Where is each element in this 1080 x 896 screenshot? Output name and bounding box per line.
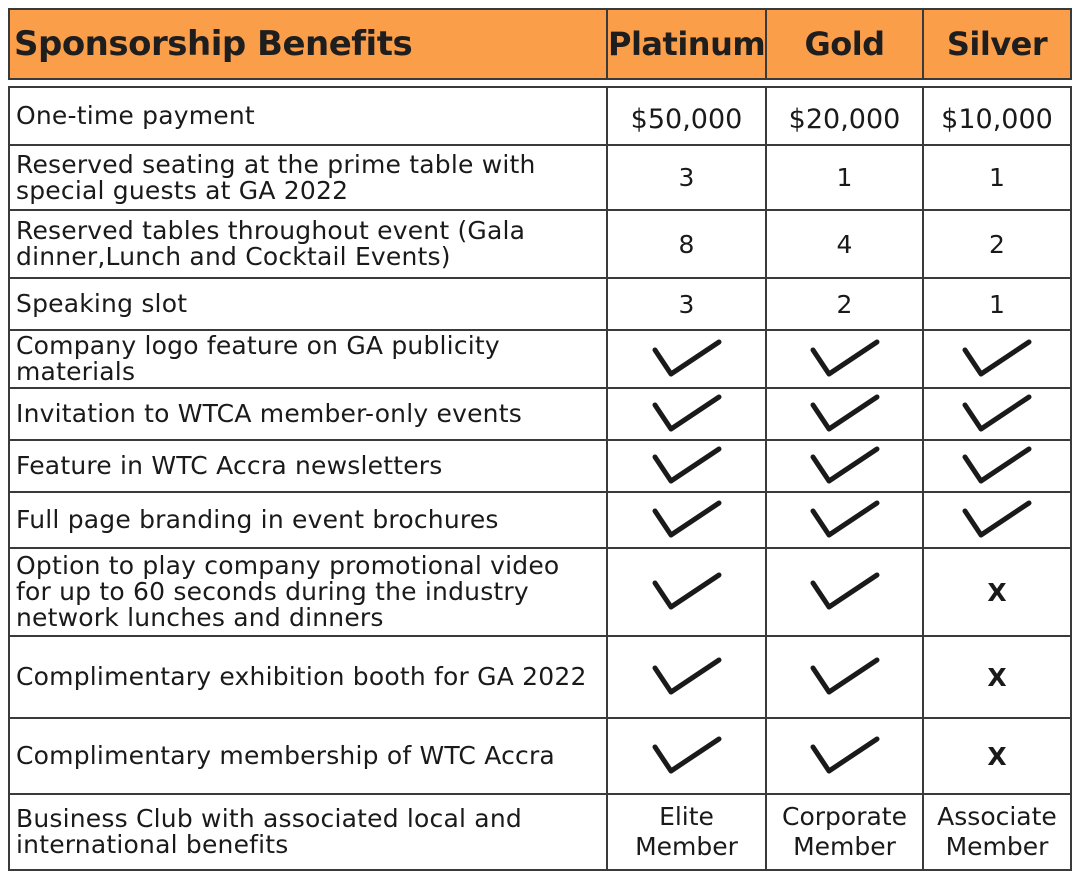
checkmark-icon	[922, 329, 1072, 389]
checkmark-icon	[606, 329, 767, 389]
benefit-label: Invitation to WTCA member-only events	[8, 387, 608, 441]
benefit-label: Feature in WTC Accra newsletters	[8, 439, 608, 493]
checkmark-icon	[765, 439, 924, 493]
table-row: Invitation to WTCA member-only events	[8, 387, 1072, 441]
benefit-label: Reserved tables throughout event (Gala d…	[8, 209, 608, 279]
platinum-value: 3	[606, 277, 767, 331]
silver-value: 2	[922, 209, 1072, 279]
platinum-value: 8	[606, 209, 767, 279]
table-row: Business Club with associated local and …	[8, 793, 1072, 871]
silver-value: 1	[922, 277, 1072, 331]
checkmark-icon	[606, 717, 767, 795]
silver-value: 1	[922, 144, 1072, 211]
benefit-label: Reserved seating at the prime table with…	[8, 144, 608, 211]
checkmark-icon	[765, 491, 924, 549]
table-row: Speaking slot 3 2 1	[8, 277, 1072, 331]
platinum-value: Elite Member	[606, 793, 767, 871]
table-row: Complimentary exhibition booth for GA 20…	[8, 635, 1072, 719]
checkmark-icon	[606, 387, 767, 441]
benefit-label: Business Club with associated local and …	[8, 793, 608, 871]
tier-header-silver: Silver	[922, 8, 1072, 80]
benefit-label: Speaking slot	[8, 277, 608, 331]
gold-value: 4	[765, 209, 924, 279]
table-row: Complimentary membership of WTC Accra X	[8, 717, 1072, 795]
table-row: Option to play company promotional video…	[8, 547, 1072, 637]
benefit-label: Complimentary membership of WTC Accra	[8, 717, 608, 795]
table-title: Sponsorship Benefits	[8, 8, 608, 80]
checkmark-icon	[765, 547, 924, 637]
gold-value: Corporate Member	[765, 793, 924, 871]
tier-header-gold: Gold	[765, 8, 924, 80]
silver-value: Associate Member	[922, 793, 1072, 871]
checkmark-icon	[606, 547, 767, 637]
checkmark-icon	[606, 439, 767, 493]
checkmark-icon	[922, 491, 1072, 549]
not-included-mark: X	[922, 547, 1072, 637]
benefit-label: Option to play company promotional video…	[8, 547, 608, 637]
not-included-mark: X	[922, 717, 1072, 795]
tier-header-platinum: Platinum	[606, 8, 767, 80]
checkmark-icon	[922, 439, 1072, 493]
table-header-row: Sponsorship Benefits Platinum Gold Silve…	[8, 8, 1072, 80]
table-row: Feature in WTC Accra newsletters	[8, 439, 1072, 493]
checkmark-icon	[765, 387, 924, 441]
benefit-label: One-time payment	[8, 86, 608, 146]
benefit-label: Full page branding in event brochures	[8, 491, 608, 549]
checkmark-icon	[765, 329, 924, 389]
checkmark-icon	[922, 387, 1072, 441]
benefit-label: Company logo feature on GA publicity mat…	[8, 329, 608, 389]
sponsorship-benefits-table: Sponsorship Benefits Platinum Gold Silve…	[8, 8, 1072, 888]
table-row: One-time payment $50,000 $20,000 $10,000	[8, 86, 1072, 146]
table-row: Reserved seating at the prime table with…	[8, 144, 1072, 211]
table-row: Company logo feature on GA publicity mat…	[8, 329, 1072, 389]
checkmark-icon	[765, 635, 924, 719]
table-row: Full page branding in event brochures	[8, 491, 1072, 549]
table-row: Reserved tables throughout event (Gala d…	[8, 209, 1072, 279]
gold-value: 1	[765, 144, 924, 211]
gold-value: $20,000	[765, 86, 924, 146]
checkmark-icon	[765, 717, 924, 795]
benefit-label: Complimentary exhibition booth for GA 20…	[8, 635, 608, 719]
header-gap	[9, 78, 1071, 88]
platinum-value: 3	[606, 144, 767, 211]
not-included-mark: X	[922, 635, 1072, 719]
gold-value: 2	[765, 277, 924, 331]
platinum-value: $50,000	[606, 86, 767, 146]
checkmark-icon	[606, 491, 767, 549]
checkmark-icon	[606, 635, 767, 719]
silver-value: $10,000	[922, 86, 1072, 146]
